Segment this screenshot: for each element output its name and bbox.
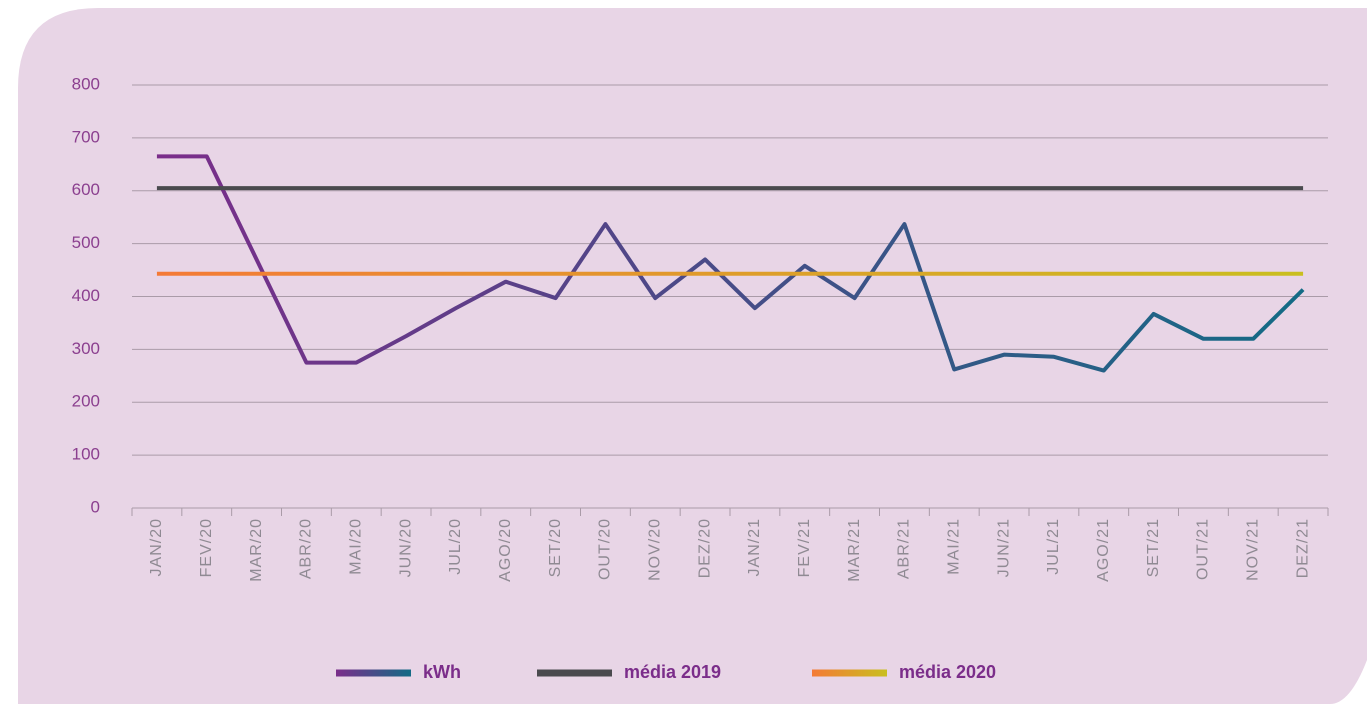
x-tick-label: NOV/21 xyxy=(1244,518,1261,581)
x-tick-label: FEV/20 xyxy=(198,518,215,577)
x-tick-label: MAR/20 xyxy=(248,518,265,582)
x-tick-label: JAN/20 xyxy=(148,518,165,576)
y-tick-label: 0 xyxy=(91,497,100,516)
x-tick-label: MAR/21 xyxy=(846,518,863,582)
x-tick-label: FEV/21 xyxy=(796,518,813,577)
x-tick-label: OUT/20 xyxy=(597,518,614,580)
x-tick-label: JAN/21 xyxy=(746,518,763,576)
x-tick-label: AGO/21 xyxy=(1095,518,1112,582)
y-tick-label: 400 xyxy=(72,286,100,305)
y-tick-label: 800 xyxy=(72,74,100,93)
legend-label: kWh xyxy=(423,662,461,682)
x-tick-label: DEZ/20 xyxy=(696,518,713,578)
x-tick-label: ABR/20 xyxy=(298,518,315,579)
x-tick-label: ABR/21 xyxy=(896,518,913,579)
x-tick-label: SET/20 xyxy=(547,518,564,577)
x-tick-label: AGO/20 xyxy=(497,518,514,582)
x-tick-label: JUN/21 xyxy=(995,518,1012,577)
x-tick-label: JUN/20 xyxy=(397,518,414,577)
series-line xyxy=(156,154,1305,373)
y-tick-label: 500 xyxy=(72,233,100,252)
y-tick-label: 300 xyxy=(72,339,100,358)
y-tick-label: 100 xyxy=(72,445,100,464)
x-tick-label: DEZ/21 xyxy=(1294,518,1311,578)
y-tick-label: 700 xyxy=(72,127,100,146)
y-tick-label: 600 xyxy=(72,180,100,199)
legend-label: média 2020 xyxy=(899,662,996,682)
x-tick-label: MAI/21 xyxy=(945,518,962,575)
x-tick-label: MAI/20 xyxy=(347,518,364,575)
legend-label: média 2019 xyxy=(624,662,721,682)
x-tick-label: NOV/20 xyxy=(646,518,663,581)
x-tick-label: JUL/21 xyxy=(1045,518,1062,575)
y-tick-label: 200 xyxy=(72,392,100,411)
x-tick-label: OUT/21 xyxy=(1195,518,1212,580)
x-tick-label: JUL/20 xyxy=(447,518,464,575)
panel xyxy=(18,8,1367,704)
x-tick-label: SET/21 xyxy=(1145,518,1162,577)
